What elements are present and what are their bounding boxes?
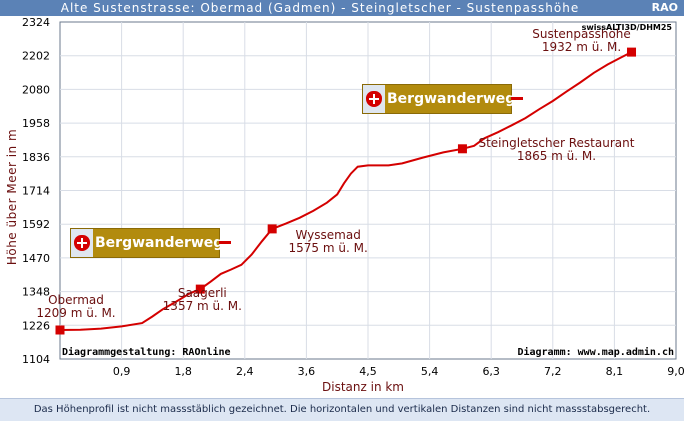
waypoint-name: Steingletscher Restaurant — [478, 136, 634, 150]
hiking-badge-label: Bergwanderweg — [387, 91, 516, 107]
y-tick-label: 2202 — [22, 50, 50, 63]
rao-logo-text: RAO — [651, 1, 678, 14]
grid-lines — [60, 22, 676, 359]
elevation-chart: 2324 2202 2080 1958 1836 1714 1592 1470 1348 1226… — [22, 16, 684, 394]
waypoint-name: Obermad — [48, 293, 104, 307]
waypoint-name: Sustenpasshöhe — [532, 27, 631, 41]
y-tick-labels: 2324 2202 2080 1958 1836 1714 1592 1470 1348 1226… — [22, 16, 50, 366]
y-tick-label: 1348 — [22, 286, 50, 299]
source-tag: swissALTI3D/DHM25 — [582, 23, 673, 32]
footer-note-bar: Das Höhenprofil ist nicht massstäblich g… — [0, 398, 684, 421]
waypoint-name: Saagerli — [178, 286, 227, 300]
waypoint-elevation: 1575 m ü. M. — [289, 241, 368, 255]
waypoint-elevation: 1865 m ü. M. — [517, 149, 596, 163]
waypoint-elevation: 1209 m ü. M. — [36, 306, 115, 320]
y-tick-label: 1226 — [22, 319, 50, 332]
waypoint-marker — [55, 325, 65, 335]
y-tick-label: 1104 — [22, 353, 50, 366]
waypoint-elevation: 1932 m ü. M. — [542, 40, 621, 54]
waypoint-name: Wyssemad — [296, 228, 361, 242]
waypoint-marker — [267, 224, 277, 234]
waypoint-elevation: 1357 m ü. M. — [163, 299, 242, 313]
badge-arrow-icon — [511, 97, 523, 100]
x-tick-label: 4,5 — [359, 365, 377, 378]
x-tick-label: 1,8 — [174, 365, 192, 378]
credit-right: Diagramm: www.map.admin.ch — [517, 346, 674, 358]
hiking-badge-upper: Bergwanderweg — [362, 84, 523, 114]
x-axis-label: Distanz in km — [322, 380, 404, 394]
x-tick-labels: 0,9 1,8 2,4 3,6 4,5 5,4 6,3 7,2 8,1 9,0 — [113, 365, 684, 378]
x-tick-label: 2,4 — [236, 365, 254, 378]
y-tick-label: 1592 — [22, 218, 50, 231]
x-tick-label: 5,4 — [421, 365, 439, 378]
swiss-flag-icon — [71, 229, 93, 257]
x-tick-label: 8,1 — [606, 365, 624, 378]
y-tick-label: 2080 — [22, 83, 50, 96]
hiking-badge-lower: Bergwanderweg — [70, 228, 231, 258]
badge-arrow-icon — [219, 241, 231, 244]
x-tick-label: 0,9 — [113, 365, 131, 378]
waypoint-marker — [457, 144, 467, 154]
y-tick-label: 1714 — [22, 185, 50, 198]
waypoint-marker — [195, 284, 205, 294]
swiss-flag-icon — [363, 85, 385, 113]
x-tick-label: 6,3 — [482, 365, 500, 378]
footer-note: Das Höhenprofil ist nicht massstäblich g… — [33, 404, 651, 415]
x-tick-label: 9,0 — [667, 365, 684, 378]
credit-left: Diagrammgestaltung: RAOnline — [62, 346, 231, 358]
hiking-badge-label: Bergwanderweg — [95, 235, 224, 251]
y-tick-label: 2324 — [22, 16, 50, 29]
y-tick-label: 1958 — [22, 117, 50, 130]
y-tick-label: 1836 — [22, 151, 50, 164]
title-bar: Alte Sustenstrasse: Obermad (Gadmen) - S… — [0, 0, 684, 16]
x-tick-label: 7,2 — [544, 365, 562, 378]
waypoint-marker — [627, 47, 637, 57]
elevation-line — [59, 51, 632, 331]
chart-title: Alte Sustenstrasse: Obermad (Gadmen) - S… — [60, 1, 580, 15]
y-tick-label: 1470 — [22, 252, 50, 265]
x-tick-label: 3,6 — [298, 365, 316, 378]
